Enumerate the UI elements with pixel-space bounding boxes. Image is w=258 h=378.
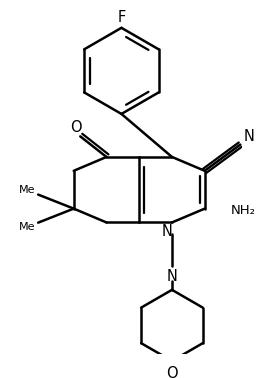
Text: Me: Me	[19, 222, 35, 232]
Text: N: N	[162, 224, 173, 239]
Text: NH₂: NH₂	[231, 204, 256, 217]
Text: Me: Me	[19, 185, 35, 195]
Text: N: N	[166, 269, 178, 284]
Text: O: O	[70, 119, 82, 135]
Text: F: F	[117, 10, 126, 25]
Text: O: O	[166, 366, 178, 378]
Text: N: N	[243, 129, 254, 144]
